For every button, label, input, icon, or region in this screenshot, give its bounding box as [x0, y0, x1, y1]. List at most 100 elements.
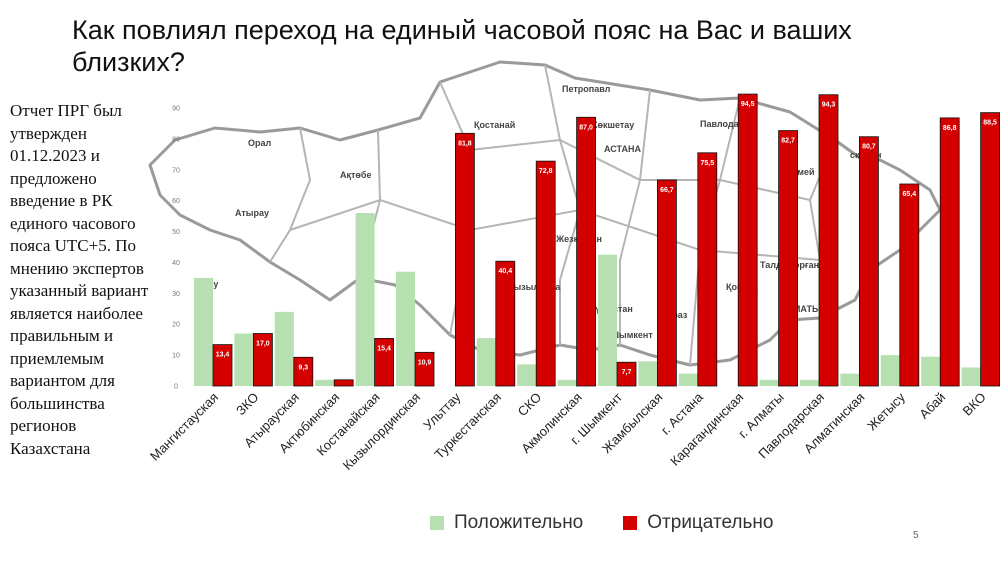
bar-negative — [697, 152, 718, 387]
bar-negative — [414, 351, 435, 387]
bar-negative — [576, 116, 596, 387]
bar-negative — [293, 356, 314, 387]
data-label: 80,7 — [862, 144, 876, 151]
y-tick-label: 20 — [172, 322, 180, 329]
data-label: 94,5 — [741, 101, 755, 108]
bar-negative — [333, 379, 354, 387]
bar-positive — [476, 338, 496, 386]
bars: 13,4 17,0 9,3 15,4 10,9 81,8 40,4 72,8 87,0 7,7 66… — [194, 93, 1000, 387]
data-label: 75,5 — [700, 160, 714, 167]
bar-negative — [899, 183, 920, 387]
category-label: Жетысу — [864, 389, 908, 433]
map-label: Атырау — [235, 208, 269, 218]
bar-positive — [355, 213, 375, 386]
y-tick-label: 50 — [172, 229, 180, 236]
bar-negative — [818, 94, 839, 387]
legend-item-positive: Положительно — [430, 512, 583, 534]
bar-positive — [517, 364, 537, 386]
bar-negative — [535, 160, 556, 387]
slide-title: Как повлиял переход на единый часовой по… — [72, 15, 852, 77]
y-axis: 0 10 20 30 40 50 60 70 80 90 — [172, 106, 180, 391]
bar-positive — [800, 379, 819, 386]
data-label: 9,3 — [298, 364, 308, 371]
bar-negative — [859, 136, 879, 387]
legend: Положительно Отрицательно — [430, 512, 813, 534]
bar-positive — [557, 379, 577, 386]
bar-positive — [880, 355, 900, 386]
page-number: 5 — [913, 530, 919, 541]
bar-positive — [840, 373, 860, 386]
category-label: Мангистауская — [147, 390, 221, 464]
legend-label-negative: Отрицательно — [647, 512, 774, 533]
data-label: 65,4 — [902, 191, 916, 198]
category-label: СКО — [515, 390, 545, 420]
y-tick-label: 70 — [172, 167, 180, 174]
bar-negative — [778, 130, 798, 387]
y-tick-label: 0 — [174, 384, 178, 391]
bar-positive — [921, 356, 941, 386]
map-label: Ақтөбе — [340, 170, 371, 180]
bar-positive — [396, 271, 415, 386]
category-label: ВКО — [960, 390, 989, 419]
category-labels: Мангистауская ЗКОАтыраускаяАктюбинскаяКос… — [147, 389, 989, 473]
data-label: 88,5 — [983, 120, 997, 127]
bar-negative — [252, 333, 273, 387]
legend-swatch-positive — [430, 516, 444, 530]
map-label: Қызылорда — [508, 282, 561, 292]
legend-label-positive: Положительно — [454, 512, 584, 533]
category-label: Абай — [916, 390, 948, 422]
bar-negative — [980, 112, 1000, 387]
legend-swatch-negative — [623, 516, 638, 530]
data-label: 72,8 — [539, 168, 553, 175]
data-label: 10,9 — [418, 359, 432, 366]
data-label: 94,3 — [822, 102, 836, 109]
category-label: Карагандинская — [667, 390, 746, 469]
bar-positive — [274, 311, 294, 386]
map-label: Қостанай — [474, 120, 515, 130]
y-tick-label: 90 — [172, 106, 180, 113]
bar-negative — [657, 179, 677, 387]
y-tick-label: 40 — [172, 260, 180, 267]
map-label: Көкшетау — [592, 120, 634, 130]
bar-positive — [961, 367, 981, 386]
data-label: 82,7 — [781, 138, 795, 145]
data-label: 86,8 — [943, 125, 957, 132]
bar-positive — [678, 373, 698, 386]
y-tick-label: 30 — [172, 291, 180, 298]
bar-negative — [454, 132, 475, 387]
bar-negative — [616, 361, 637, 387]
legend-item-negative: Отрицательно — [623, 512, 773, 534]
data-label: 17,0 — [256, 340, 270, 347]
bar-negative — [495, 260, 516, 387]
data-label: 7,7 — [622, 369, 632, 376]
data-label: 40,4 — [498, 268, 512, 275]
data-label: 81,8 — [458, 140, 472, 147]
map-label: АЛМАТЫ — [780, 304, 821, 314]
bar-negative — [374, 338, 395, 387]
data-label: 87,0 — [579, 124, 593, 131]
map-label: Шымкент — [610, 330, 653, 340]
bar-negative — [212, 344, 233, 387]
map-label: АСТАНА — [604, 144, 641, 154]
map-label: Орал — [248, 138, 272, 148]
map-label: Петропавл — [562, 84, 611, 94]
side-note: Отчет ПРГ был утвержден 01.12.2023 и пре… — [10, 101, 149, 458]
bar-positive — [759, 379, 779, 386]
y-tick-label: 10 — [172, 353, 180, 360]
bar-positive — [234, 333, 254, 386]
bar-negative — [737, 93, 758, 387]
bar-positive — [598, 254, 617, 386]
bar-positive — [315, 379, 335, 386]
map-label: Павлодар — [700, 119, 745, 129]
category-label: ЗКО — [233, 390, 262, 419]
map-label: Семей — [786, 167, 815, 177]
bar-positive — [638, 361, 658, 386]
data-label: 15,4 — [377, 345, 391, 352]
bar-positive — [194, 277, 213, 386]
category-label: Кызылординская — [340, 390, 423, 473]
data-label: 66,7 — [660, 187, 674, 194]
y-tick-label: 60 — [172, 198, 180, 205]
bar-negative — [939, 117, 960, 387]
